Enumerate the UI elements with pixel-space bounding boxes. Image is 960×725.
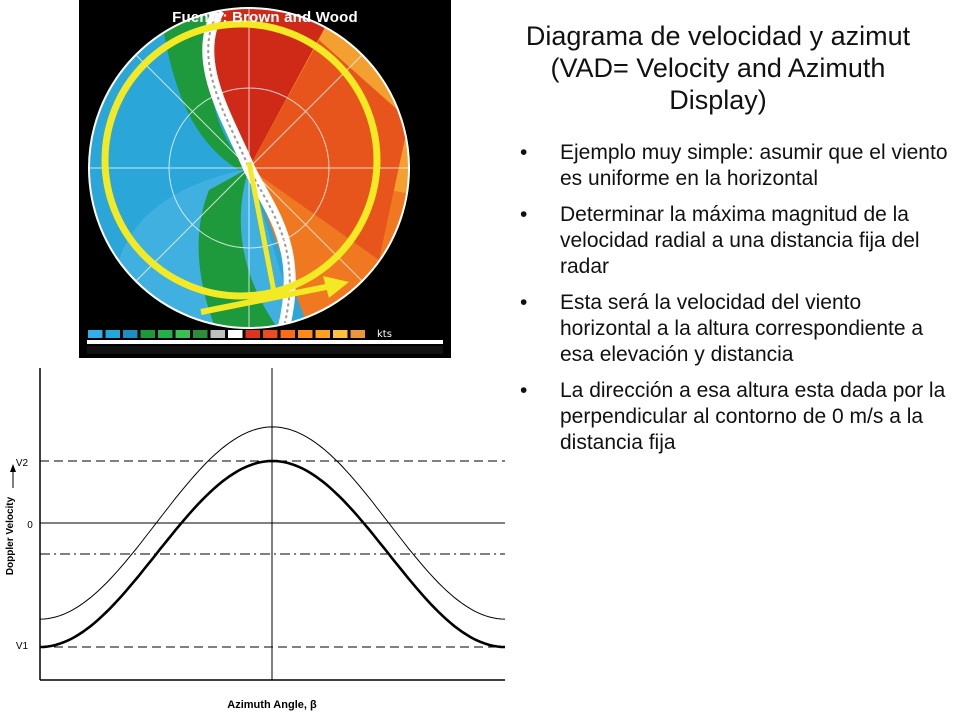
bullet-item: • Ejemplo muy simple: asumir que el vient… [520, 140, 950, 192]
legend-swatch [350, 330, 365, 338]
bullet-dot: • [520, 291, 528, 314]
radar-image: kts Fuente: Brown and Wood [79, 0, 451, 358]
legend-swatch [140, 330, 155, 338]
bullet-item: • Esta será la velocidad del viento horiz… [520, 290, 950, 368]
bullet-list: • Ejemplo muy simple: asumir que el vient… [520, 140, 950, 466]
series-line-secondary [39, 426, 506, 620]
legend-swatch [315, 330, 330, 338]
bullet-text: Ejemplo muy simple: asumir que el viento… [560, 141, 948, 190]
legend-swatch [228, 330, 243, 338]
title-line-1: Diagrama de velocidad y azimut [525, 21, 911, 51]
legend-swatch [193, 330, 208, 338]
radius-line [246, 161, 277, 293]
series-line-main [39, 459, 506, 649]
legend-swatch [158, 330, 173, 338]
y-tick-v1: V1 [16, 641, 29, 652]
bullet-text: Determinar la máxima magnitud de la velo… [560, 203, 920, 278]
legend-swatch [123, 330, 138, 338]
units-label: kts [377, 329, 392, 340]
credit-text: Fuente: Brown and Wood [172, 9, 358, 26]
legend-swatch [105, 330, 120, 338]
y-tick-v2: V2 [16, 458, 29, 469]
vad-chart-svg: V2 0 V1 Doppler Velocity Azimuth Angle, … [5, 368, 506, 711]
bullet-dot: • [520, 203, 528, 226]
title-line-3: Display) [669, 85, 767, 115]
x-axis-label: Azimuth Angle, β [227, 699, 317, 711]
y-axis-label: Doppler Velocity [5, 496, 16, 575]
bullet-item: • La dirección a esa altura esta dada por… [520, 378, 950, 456]
color-legend [88, 330, 365, 338]
title-line-2: (VAD= Velocity and Azimuth [550, 53, 886, 83]
bullet-item: • Determinar la máxima magnitud de la vel… [520, 202, 950, 280]
legend-swatch [175, 330, 190, 338]
bullet-dot: • [520, 141, 528, 164]
vad-chart: V2 0 V1 Doppler Velocity Azimuth Angle, … [0, 360, 512, 720]
slide-title: Diagrama de velocidad y azimut (VAD= Vel… [478, 20, 958, 116]
legend-swatch [280, 330, 295, 338]
annotation-circle [101, 20, 381, 300]
legend-swatch [333, 330, 348, 338]
legend-swatch [210, 330, 225, 338]
radar-velocity-display: kts [87, 7, 443, 354]
bullet-dot: • [520, 379, 528, 402]
y-tick-zero: 0 [27, 520, 33, 531]
curves [39, 426, 506, 649]
legend-swatch [88, 330, 103, 338]
bullet-text: La dirección a esa altura esta dada por … [560, 379, 946, 454]
legend-swatch [298, 330, 313, 338]
legend-swatch [263, 330, 278, 338]
wind-arrow [200, 283, 332, 315]
legend-swatch [245, 330, 260, 338]
bullet-text: Esta será la velocidad del viento horizo… [560, 291, 924, 366]
